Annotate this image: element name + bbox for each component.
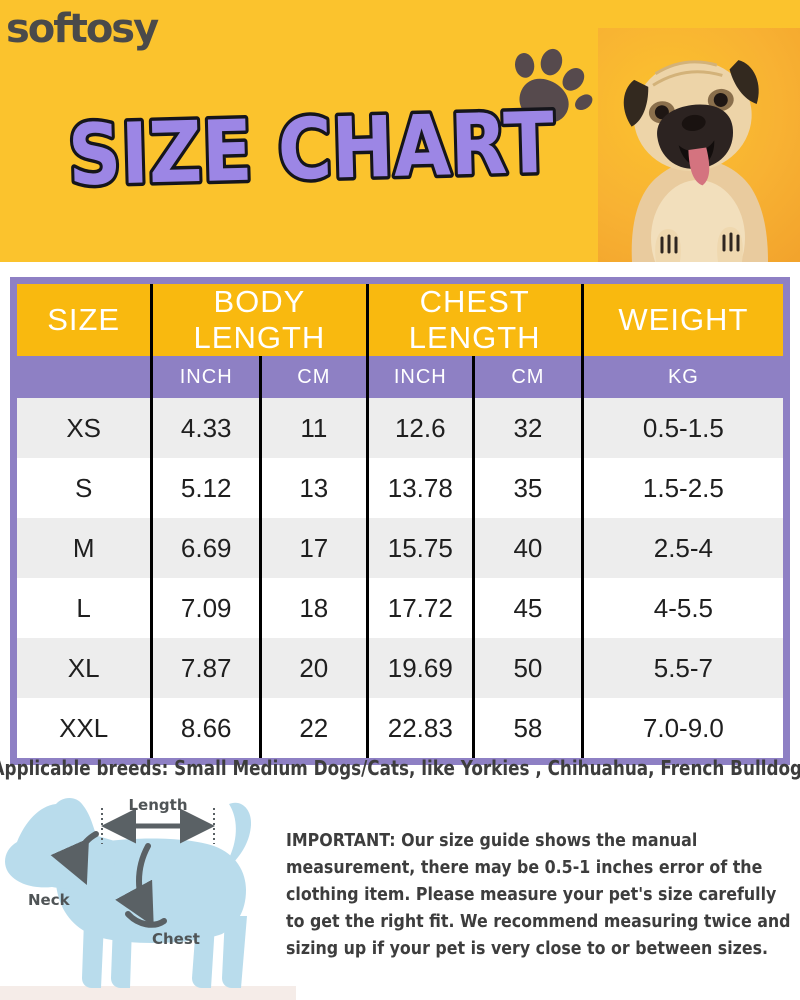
units-body-cm: CM	[259, 356, 368, 398]
body-inch-cell: 6.69	[150, 518, 261, 578]
size-cell: XXL	[59, 712, 109, 743]
neck-label: Neck	[28, 891, 71, 909]
chest-inch-cell: 12.6	[365, 398, 474, 458]
chest-cm-cell: 40	[472, 518, 583, 578]
size-cell: M	[72, 532, 95, 563]
important-label: IMPORTANT:	[286, 830, 396, 851]
body-cm-cell: 17	[259, 518, 368, 578]
table-row: XL 7.87 20 19.69 50 5.5-7	[17, 638, 783, 698]
units-chest-inch: INCH	[365, 356, 474, 398]
chest-cm-cell: 58	[472, 698, 583, 758]
size-cell: XL	[67, 652, 100, 683]
chest-cm-cell: 45	[472, 578, 583, 638]
units-row: INCH CM INCH CM KG	[17, 356, 783, 398]
chest-girth-band	[125, 911, 167, 928]
header-chest-length: CHEST LENGTH	[365, 284, 583, 356]
pug-illustration	[623, 60, 768, 262]
header-weight: WEIGHT	[580, 284, 783, 356]
units-empty-cell	[17, 356, 152, 398]
body-inch-cell: 4.33	[150, 398, 261, 458]
page-title: SIZE CHART	[67, 94, 555, 205]
chest-cm-cell: 32	[472, 398, 583, 458]
header-body-length: BODY LENGTH	[150, 284, 368, 356]
chest-inch-cell: 15.75	[365, 518, 474, 578]
banner-title-wrap: SIZE CHART	[55, 79, 568, 212]
chest-cm-cell: 35	[472, 458, 583, 518]
breeds-note: Applicable breeds: Small Medium Dogs/Cat…	[0, 756, 800, 780]
body-cm-cell: 22	[259, 698, 368, 758]
size-cell: XS	[66, 412, 101, 443]
size-cell: S	[74, 472, 93, 503]
pug-photo	[598, 28, 800, 262]
chest-label: Chest	[152, 930, 200, 948]
floor-strip	[0, 986, 296, 1000]
important-text: Our size guide shows the manual measurem…	[286, 830, 791, 959]
body-inch-cell: 8.66	[150, 698, 261, 758]
table-row: M 6.69 17 15.75 40 2.5-4	[17, 518, 783, 578]
table-row: XS 4.33 11 12.6 32 0.5-1.5	[17, 398, 783, 458]
weight-cell: 2.5-4	[580, 518, 783, 578]
table-row: S 5.12 13 13.78 35 1.5-2.5	[17, 458, 783, 518]
body-inch-cell: 5.12	[150, 458, 261, 518]
important-note: IMPORTANT: Our size guide shows the manu…	[286, 827, 800, 962]
units-body-inch: INCH	[150, 356, 261, 398]
banner: softosy	[0, 0, 800, 262]
header-row: SIZE BODY LENGTH CHEST LENGTH WEIGHT	[17, 284, 783, 356]
body-cm-cell: 18	[259, 578, 368, 638]
brand-logo: softosy	[6, 6, 159, 52]
header-size: SIZE	[17, 284, 152, 356]
chest-inch-cell: 17.72	[365, 578, 474, 638]
size-table-wrap: SIZE BODY LENGTH CHEST LENGTH WEIGHT INC…	[10, 277, 790, 765]
neck-arrow	[50, 831, 99, 885]
weight-cell: 5.5-7	[580, 638, 783, 698]
units-chest-cm: CM	[472, 356, 583, 398]
weight-cell: 1.5-2.5	[580, 458, 783, 518]
body-cm-cell: 20	[259, 638, 368, 698]
weight-cell: 0.5-1.5	[580, 398, 783, 458]
table-row: L 7.09 18 17.72 45 4-5.5	[17, 578, 783, 638]
chest-inch-cell: 19.69	[365, 638, 474, 698]
weight-cell: 7.0-9.0	[580, 698, 783, 758]
size-cell: L	[76, 592, 91, 623]
body-cm-cell: 13	[259, 458, 368, 518]
chest-arrow	[115, 843, 154, 927]
chest-inch-cell: 13.78	[365, 458, 474, 518]
body-inch-cell: 7.87	[150, 638, 261, 698]
chest-inch-cell: 22.83	[365, 698, 474, 758]
chest-cm-cell: 50	[472, 638, 583, 698]
body-cm-cell: 11	[259, 398, 368, 458]
size-table: SIZE BODY LENGTH CHEST LENGTH WEIGHT INC…	[17, 284, 783, 758]
length-annotation	[101, 808, 215, 844]
length-label: Length	[129, 796, 188, 814]
units-weight-kg: KG	[580, 356, 783, 398]
paw-icon	[515, 48, 593, 123]
weight-cell: 4-5.5	[580, 578, 783, 638]
body-inch-cell: 7.09	[150, 578, 261, 638]
measurement-diagram: Length Neck Chest	[0, 792, 296, 1000]
table-row: XXL 8.66 22 22.83 58 7.0-9.0	[17, 698, 783, 758]
